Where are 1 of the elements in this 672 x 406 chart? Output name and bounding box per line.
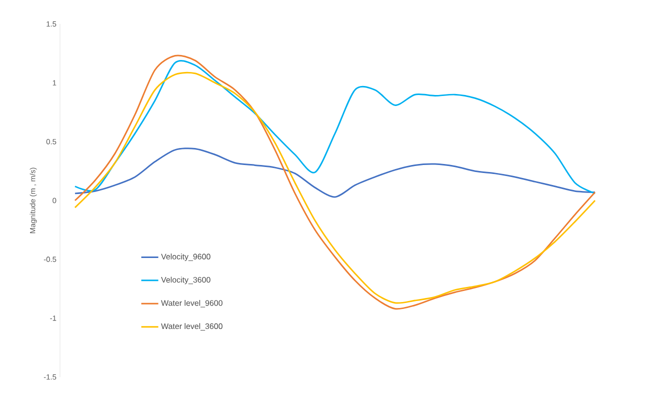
line-series bbox=[74, 148, 596, 198]
